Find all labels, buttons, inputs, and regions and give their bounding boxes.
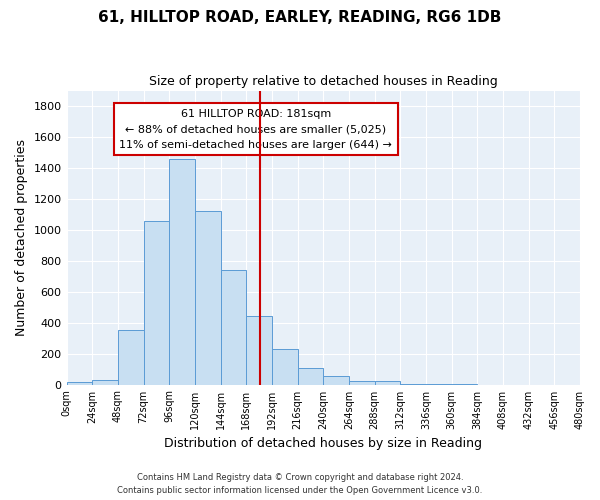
Bar (272, 349, 298, 384)
Y-axis label: Number of detached properties: Number of detached properties (15, 139, 28, 336)
Bar (374, 382, 400, 384)
Text: 61 HILLTOP ROAD: 181sqm
← 88% of detached houses are smaller (5,025)
11% of semi: 61 HILLTOP ROAD: 181sqm ← 88% of detache… (119, 108, 392, 150)
Text: Contains HM Land Registry data © Crown copyright and database right 2024.
Contai: Contains HM Land Registry data © Crown c… (118, 474, 482, 495)
Bar (195, 212, 221, 384)
Text: 61, HILLTOP ROAD, EARLEY, READING, RG6 1DB: 61, HILLTOP ROAD, EARLEY, READING, RG6 1… (98, 10, 502, 25)
Bar (246, 316, 272, 384)
Bar (221, 270, 246, 384)
Bar (92, 380, 118, 384)
Bar (67, 382, 92, 384)
Bar (118, 330, 143, 384)
Bar (323, 376, 349, 384)
Bar (349, 380, 374, 384)
Bar (169, 158, 195, 384)
Bar (143, 220, 169, 384)
X-axis label: Distribution of detached houses by size in Reading: Distribution of detached houses by size … (164, 437, 482, 450)
Bar (298, 368, 323, 384)
Title: Size of property relative to detached houses in Reading: Size of property relative to detached ho… (149, 75, 497, 88)
